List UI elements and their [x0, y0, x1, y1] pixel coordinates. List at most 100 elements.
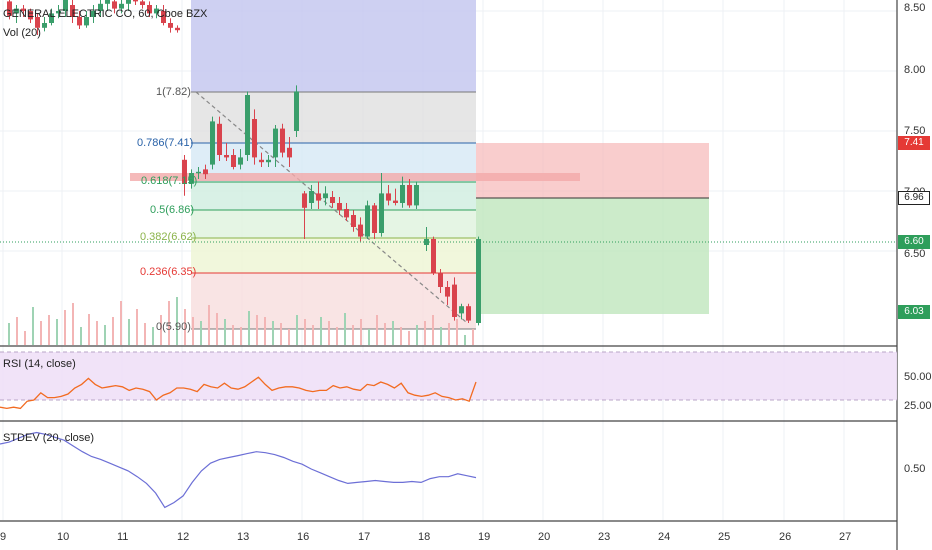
- volume-bar: [440, 327, 442, 345]
- candle-body: [323, 193, 328, 199]
- rsi-line: [0, 376, 477, 410]
- volume-bar: [416, 325, 418, 345]
- x-tick: 13: [237, 531, 250, 543]
- volume-bar: [360, 319, 362, 345]
- price-tick: 6.50: [904, 248, 926, 260]
- volume-bar: [168, 301, 170, 345]
- volume-bar: [264, 317, 266, 345]
- date-range-highlight: [191, 0, 476, 92]
- candle-body: [424, 239, 429, 245]
- volume-bar: [288, 329, 290, 345]
- candle-body: [196, 171, 201, 174]
- volume-bar: [16, 317, 18, 345]
- volume-bar: [216, 313, 218, 345]
- candle-body: [126, 0, 131, 4]
- price-tag-6-60: 6.60: [898, 235, 930, 249]
- candle-body: [63, 0, 68, 11]
- candle-body: [28, 11, 33, 20]
- volume-bar: [128, 319, 130, 345]
- candle-body: [119, 3, 124, 9]
- volume-bar: [136, 309, 138, 345]
- volume-bar: [96, 321, 98, 345]
- rsi-tick: 25.00: [904, 400, 932, 412]
- candle-body: [175, 27, 180, 31]
- x-tick: 27: [839, 531, 852, 543]
- stdev-line: [0, 431, 477, 509]
- candle-body: [105, 0, 110, 4]
- volume-bar: [112, 317, 114, 345]
- candle-body: [56, 11, 61, 14]
- candle-body: [91, 11, 96, 17]
- candle-body: [217, 123, 222, 155]
- volume-bar: [464, 335, 466, 345]
- x-tick: 11: [117, 531, 129, 543]
- price-tag-6-96: 6.96: [898, 191, 930, 205]
- candle-body: [379, 193, 384, 233]
- candle-body: [238, 157, 243, 165]
- volume-bar: [408, 331, 410, 345]
- candle-body: [266, 159, 271, 163]
- volume-bar: [328, 321, 330, 345]
- volume-bar: [64, 310, 66, 345]
- candle-body: [372, 205, 377, 233]
- candle-body: [445, 287, 450, 297]
- candle-body: [407, 185, 412, 206]
- candle-body: [476, 239, 481, 323]
- rsi-legend: RSI (14, close): [3, 358, 76, 370]
- candle-body: [231, 155, 236, 167]
- volume-bar: [400, 327, 402, 345]
- candle-body: [154, 8, 159, 14]
- volume-bar: [48, 315, 50, 345]
- candle-body: [280, 128, 285, 153]
- volume-bar: [8, 323, 10, 345]
- volume-bar: [224, 319, 226, 345]
- volume-bar: [88, 314, 90, 345]
- volume-legend: Vol (20): [3, 27, 41, 39]
- candle-body: [14, 8, 19, 14]
- fib-zone: [191, 273, 476, 329]
- volume-bar: [304, 319, 306, 345]
- volume-bar: [384, 323, 386, 345]
- volume-bar: [32, 307, 34, 345]
- stdev-legend: STDEV (20, close): [3, 432, 95, 444]
- volume-bar: [256, 315, 258, 345]
- fib-label-0-5: 0.5(6.86): [150, 204, 195, 216]
- volume-bar: [232, 325, 234, 345]
- volume-bar: [296, 315, 298, 345]
- x-tick: 24: [658, 531, 671, 543]
- volume-bar: [104, 325, 106, 345]
- candle-body: [330, 197, 335, 203]
- candle-body: [459, 306, 464, 314]
- x-tick: 19: [478, 531, 491, 543]
- candle-body: [302, 193, 307, 208]
- volume-bar: [152, 327, 154, 345]
- fib-label-0-618: 0.618(7.15): [141, 175, 198, 187]
- x-tick: 26: [779, 531, 792, 543]
- volume-bar: [56, 319, 58, 345]
- fib-label-0-382: 0.382(6.62): [140, 231, 197, 243]
- volume-bar: [240, 327, 242, 345]
- candle-body: [21, 8, 26, 11]
- candle-body: [351, 215, 356, 227]
- rsi-tick: 50.00: [904, 371, 932, 383]
- price-tick: 8.50: [904, 2, 926, 14]
- volume-bar: [80, 327, 82, 345]
- x-tick: 10: [57, 531, 70, 543]
- candle-body: [438, 272, 443, 287]
- candle-body: [316, 193, 321, 201]
- candle-body: [98, 3, 103, 11]
- drawing-handle: [130, 173, 580, 181]
- volume-bar: [208, 305, 210, 345]
- fib-zone: [191, 182, 476, 210]
- candle-body: [252, 119, 257, 158]
- volume-bar: [144, 323, 146, 345]
- volume-bar: [424, 321, 426, 345]
- candle-body: [452, 284, 457, 317]
- candle-body: [189, 173, 194, 184]
- candle-body: [259, 159, 264, 163]
- volume-bar: [456, 319, 458, 345]
- fib-label-0: 0(5.90): [156, 321, 191, 333]
- volume-bar: [392, 321, 394, 345]
- volume-bar: [312, 325, 314, 345]
